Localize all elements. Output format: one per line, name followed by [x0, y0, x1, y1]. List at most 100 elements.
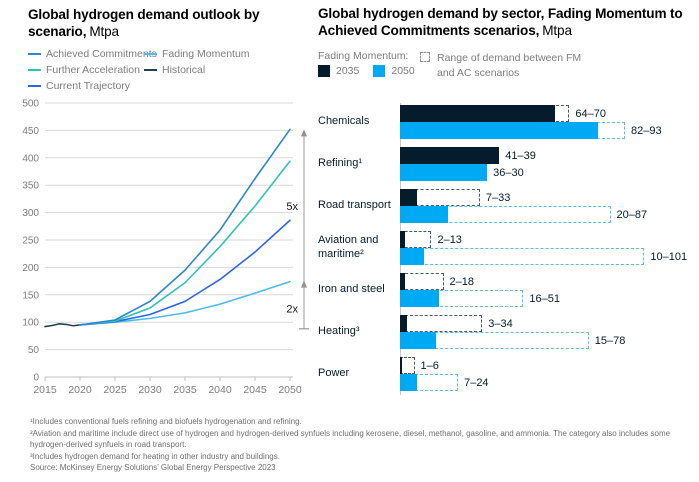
bar-2035: 3–34	[400, 315, 696, 332]
legend-swatch-2050	[373, 65, 386, 77]
legend-item-label: Historical	[162, 64, 206, 76]
x-tick-label: 2015	[33, 384, 57, 396]
annotation-arrowhead	[301, 280, 307, 288]
legend-line-swatch	[144, 69, 157, 71]
y-tick-label: 350	[22, 181, 39, 192]
solid-bar	[400, 374, 417, 391]
footnote-line: ³Includes hydrogen demand for heating in…	[30, 451, 280, 461]
value-label: 7–24	[464, 376, 489, 389]
sector-bars: 3–34 15–78	[400, 315, 696, 349]
legend-swatches: 2035 2050	[318, 65, 415, 77]
bar-2035: 1–6	[400, 357, 696, 374]
solid-bar	[400, 147, 500, 164]
line-chart-unit: Mtpa	[89, 24, 119, 40]
value-label: 2–13	[437, 233, 462, 246]
sector-row: Power 1–6 7–24	[318, 357, 696, 391]
sector-bars: 41–39 36–30	[400, 147, 696, 181]
legend-line-swatch	[28, 69, 41, 71]
sector-row: Chemicals 64–70 82–93	[318, 105, 696, 139]
footnote-line: ¹Includes conventional fuels refining an…	[30, 417, 302, 426]
y-tick-label: 250	[22, 236, 39, 247]
value-label: 7–33	[485, 191, 511, 204]
legend-item-further-acceleration: Further Acceleration	[28, 62, 144, 78]
legend-item-label: Further Acceleration	[46, 64, 140, 76]
y-tick-label: 200	[22, 263, 39, 274]
legend-item-label: Fading Momentum	[162, 48, 250, 60]
x-tick-label: 2045	[243, 384, 267, 396]
legend-swatch-group-2050: 2050	[373, 65, 415, 77]
line-chart-title-text: Global hydrogen demand outlook by scenar…	[28, 7, 260, 40]
bar-chart-title: Global hydrogen demand by sector, Fading…	[318, 5, 696, 40]
bar-2035: 41–39	[400, 147, 696, 164]
legend-item-current-trajectory: Current Trajectory	[28, 78, 144, 94]
range-legend-icon	[420, 52, 430, 62]
sector-label: Aviation and maritime²	[318, 234, 379, 260]
y-tick-label: 400	[22, 153, 39, 164]
bar-2050: 82–93	[400, 122, 696, 139]
footnotes: ¹Includes conventional fuels refining an…	[30, 416, 682, 474]
value-label: 20–87	[616, 208, 648, 221]
x-tick-label: 2040	[208, 384, 232, 396]
solid-bar	[400, 248, 425, 265]
solid-bar	[400, 315, 408, 332]
sector-bars: 2–18 16–51	[400, 273, 696, 307]
bar-2050: 7–24	[400, 374, 696, 391]
solid-bar	[400, 290, 439, 307]
y-tick-label: 0	[33, 373, 39, 384]
sector-label: Chemicals	[318, 115, 370, 128]
series-line-achieved-commitments	[79, 128, 291, 326]
bar-chart-unit: Mtpa	[542, 23, 572, 39]
value-label: 1–6	[420, 359, 439, 372]
bar-2035: 64–70	[400, 105, 696, 122]
legend-line-swatch	[28, 85, 41, 87]
bar-2050: 36–30	[400, 164, 696, 181]
value-label: 64–70	[575, 107, 606, 120]
y-tick-label: 150	[22, 290, 39, 301]
sector-label: Power	[318, 367, 350, 380]
value-label: 41–39	[505, 149, 536, 162]
solid-bar	[400, 357, 403, 374]
range-box	[400, 315, 483, 332]
value-label: 82–93	[631, 124, 662, 137]
y-tick-label: 450	[22, 126, 39, 137]
value-label: 16–51	[529, 292, 560, 305]
solid-bar	[400, 105, 555, 122]
legend-column: Fading Momentum Historical	[144, 46, 250, 94]
solid-bar	[400, 122, 599, 139]
series-line-historical	[44, 323, 81, 328]
line-chart-plot: 0 50 100 150 200 250 300 350 400 450 500 2015 2020 20…	[22, 99, 309, 396]
value-label: 2–18	[449, 275, 475, 288]
solid-bar	[400, 206, 449, 223]
series-line-fading-momentum	[79, 280, 291, 326]
sector-bars: 2–13 10–101	[400, 231, 696, 265]
x-tick-label: 2035	[173, 384, 197, 396]
solid-bar	[400, 189, 417, 206]
series-line-further-acceleration	[79, 160, 291, 326]
range-legend-label: Range of demand between FM and AC scenar…	[437, 52, 582, 79]
legend-swatch-label: 2035	[336, 65, 360, 77]
sector-row: Refining¹ 41–39 36–30	[318, 147, 696, 181]
value-label: 10–101	[650, 250, 688, 263]
bar-2035: 2–18	[400, 273, 696, 290]
footnote-line: ²Aviation and maritime include direct us…	[30, 428, 671, 450]
solid-bar	[400, 164, 488, 181]
sector-row: Aviation and maritime² 2–13 10–101	[318, 231, 696, 265]
legend-column: Achieved Commitments Further Acceleration…	[28, 46, 157, 94]
x-tick-label: 2020	[68, 384, 92, 396]
legend-line-swatch	[28, 53, 41, 55]
bar-chart-legend: Fading Momentum: 2035 2050 Range of deman…	[318, 50, 696, 92]
legend-swatch-group-2035: 2035	[318, 65, 359, 77]
sector-bars: 64–70 82–93	[400, 105, 696, 139]
source-line: Source: McKinsey Energy Solutions’ Globa…	[30, 463, 276, 473]
sector-label: Heating³	[318, 325, 360, 338]
x-tick-label: 2030	[138, 384, 162, 396]
range-box	[400, 248, 645, 265]
value-label: 36–30	[493, 166, 524, 179]
legend-group-label: Fading Momentum:	[318, 50, 409, 62]
x-tick-label: 2050	[278, 384, 302, 396]
bar-2050: 15–78	[400, 332, 696, 349]
legend-line-swatch	[144, 53, 157, 55]
annotation-label: 5x	[286, 201, 298, 213]
bar-2035: 2–13	[400, 231, 696, 248]
